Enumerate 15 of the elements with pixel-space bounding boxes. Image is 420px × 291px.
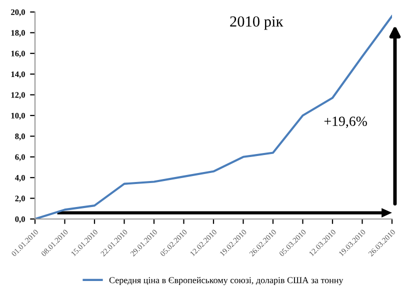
y-tick-label: 20,0 [11, 9, 25, 16]
line-series [35, 15, 392, 219]
y-tick-label: 2,0 [15, 196, 25, 202]
y-tick-label: 10,0 [11, 112, 25, 120]
y-tick-label: 14,0 [11, 71, 25, 78]
y-tick-label: 0,0 [15, 216, 25, 224]
annotation: +19,6% [324, 116, 367, 128]
y-tick-label: 18,0 [11, 30, 25, 37]
legend-label: Середня ціна в Європейському союзі, доларів США за тонну [109, 276, 344, 286]
y-tick-label: 8,0 [15, 134, 25, 140]
y-tick-label: 12,0 [11, 92, 25, 99]
y-tick-label: 6,0 [15, 154, 25, 162]
y-tick-label: 16,0 [11, 50, 25, 58]
y-tick-label: 4,0 [14, 174, 25, 182]
chart-title: 2010 рік [230, 16, 284, 30]
